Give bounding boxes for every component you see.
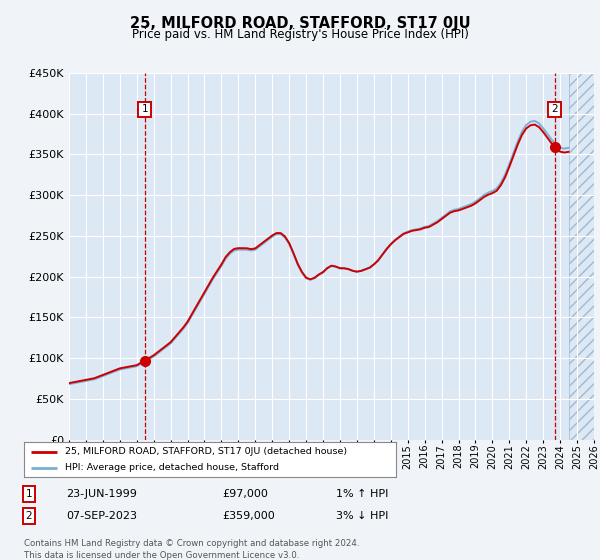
Text: 25, MILFORD ROAD, STAFFORD, ST17 0JU (detached house): 25, MILFORD ROAD, STAFFORD, ST17 0JU (de…: [65, 447, 347, 456]
Text: 2: 2: [25, 511, 32, 521]
Text: Price paid vs. HM Land Registry's House Price Index (HPI): Price paid vs. HM Land Registry's House …: [131, 28, 469, 41]
Text: 07-SEP-2023: 07-SEP-2023: [66, 511, 137, 521]
Text: 1: 1: [25, 489, 32, 499]
Text: £97,000: £97,000: [222, 489, 268, 499]
Text: 1% ↑ HPI: 1% ↑ HPI: [336, 489, 388, 499]
Text: 23-JUN-1999: 23-JUN-1999: [66, 489, 137, 499]
Text: £359,000: £359,000: [222, 511, 275, 521]
Text: 2: 2: [551, 105, 558, 114]
Text: 1: 1: [142, 105, 148, 114]
Text: 3% ↓ HPI: 3% ↓ HPI: [336, 511, 388, 521]
Text: HPI: Average price, detached house, Stafford: HPI: Average price, detached house, Staf…: [65, 463, 279, 472]
Text: Contains HM Land Registry data © Crown copyright and database right 2024.
This d: Contains HM Land Registry data © Crown c…: [24, 539, 359, 559]
Bar: [569, 73, 594, 440]
Text: 25, MILFORD ROAD, STAFFORD, ST17 0JU: 25, MILFORD ROAD, STAFFORD, ST17 0JU: [130, 16, 470, 31]
